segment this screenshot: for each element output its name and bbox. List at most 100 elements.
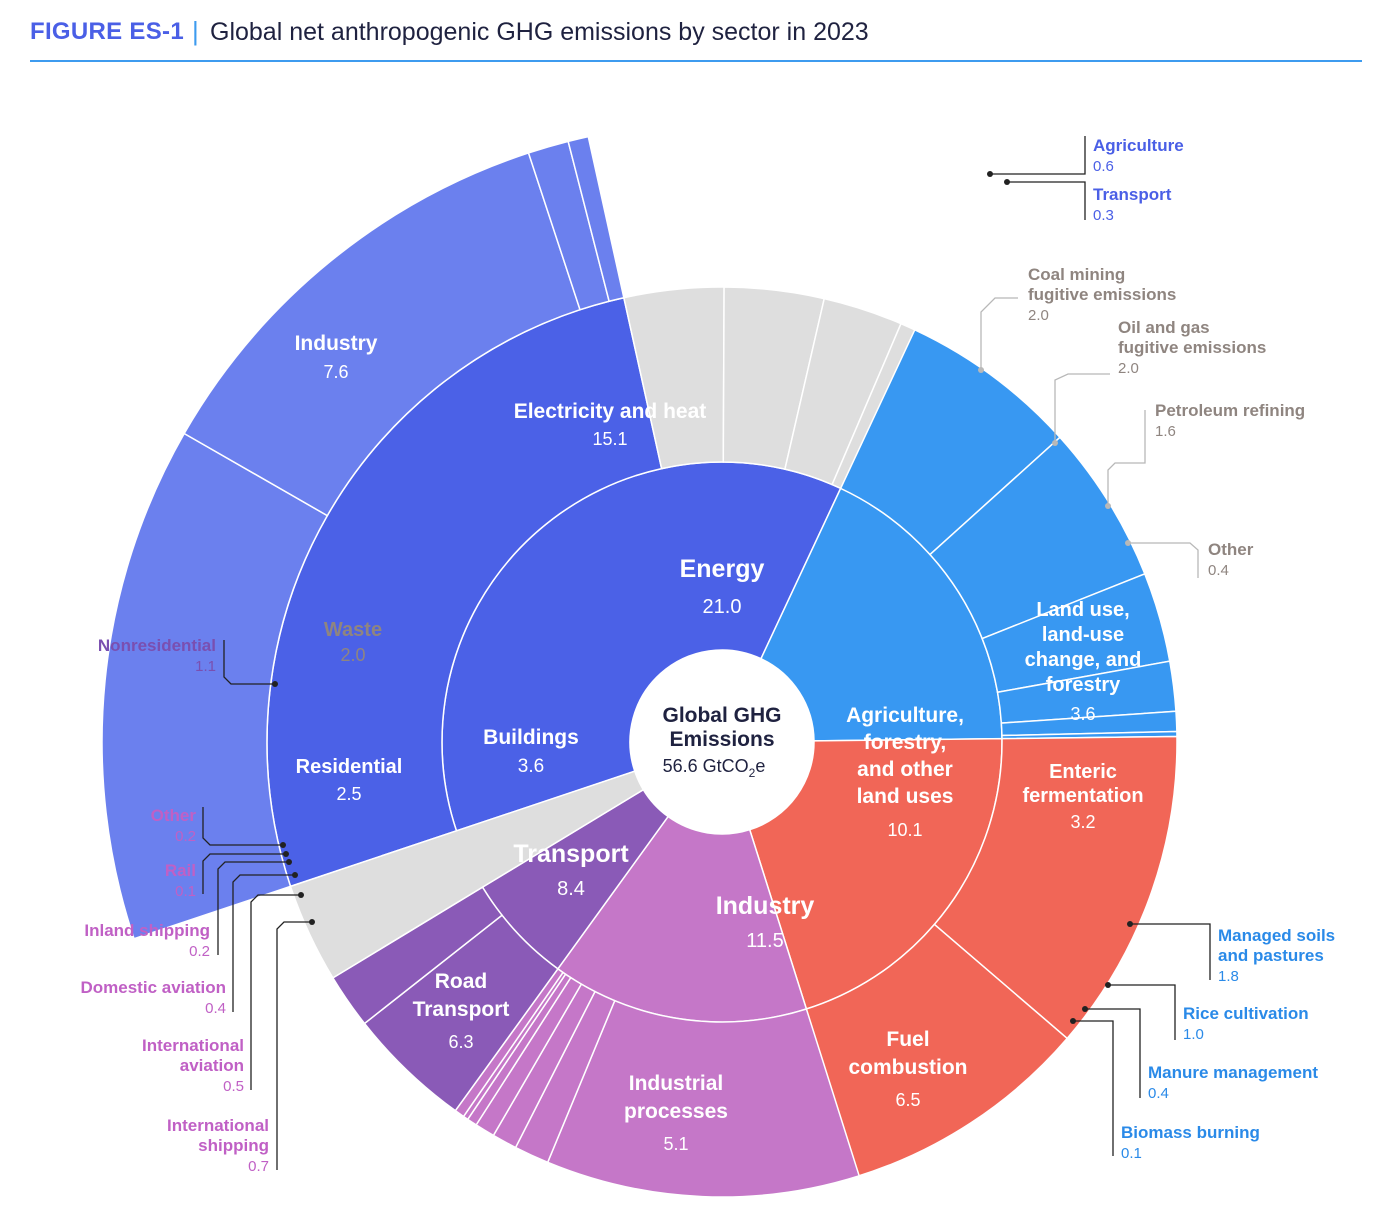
label-lulucf-line4: forestry: [1046, 674, 1121, 696]
label-buildings-line1: Buildings: [483, 726, 579, 749]
label-oilgas-line2: fugitive emissions: [1118, 338, 1266, 357]
label-elec-industry-value: 7.6: [323, 362, 348, 382]
label-elec-value: 15.1: [592, 429, 627, 449]
label-afolu-line1: Agriculture,: [846, 704, 964, 727]
leader-dom-aviation-dot: [292, 872, 298, 878]
leader-agriculture-line: [990, 136, 1086, 175]
label-rail-value: 0.1: [175, 883, 196, 900]
leader-inland-dot: [286, 859, 292, 865]
center-total-suffix: e: [755, 756, 765, 776]
label-residential-line1: Residential: [296, 756, 403, 778]
label-enteric-line2: fermentation: [1022, 785, 1143, 807]
label-biomass-line1: Biomass burning: [1121, 1123, 1260, 1142]
leader-intl-aviation-dot: [298, 892, 304, 898]
label-energy-value: 21.0: [703, 596, 742, 618]
label-intl-shipping-line2: shipping: [198, 1136, 269, 1155]
label-fuel-line1: Fuel: [886, 1028, 929, 1051]
label-industry-line1: Industry: [716, 892, 815, 920]
label-lulucf-line1: Land use,: [1036, 599, 1129, 621]
leader-refining-line: [1107, 410, 1146, 506]
label-elec-buildings-line1: Buildings: [654, 181, 750, 204]
leader-rail-line: [202, 853, 286, 894]
label-transport-line1: Transport: [513, 840, 629, 868]
leader-inland-line: [217, 861, 289, 955]
leader-energy-other-line: [1128, 542, 1199, 578]
label-lulucf-line3: change, and: [1025, 649, 1142, 671]
center-total: 56.6 GtCO2e: [663, 756, 766, 780]
label-elec-line1: Electricity and heat: [514, 400, 707, 423]
leader-rail-dot: [283, 851, 289, 857]
label-elec-transport-value: 0.3: [1093, 207, 1114, 224]
label-intl-aviation-line2: aviation: [180, 1056, 244, 1075]
center-title-line1: Global GHG: [662, 704, 781, 727]
label-soils-line1: Managed soils: [1218, 926, 1335, 945]
figure-separator: |: [192, 16, 199, 46]
label-intl-shipping-line1: International: [167, 1116, 269, 1135]
label-fuel-value: 6.5: [895, 1090, 920, 1110]
leader-coal-dot: [978, 367, 984, 373]
leader-coal-line: [980, 297, 1018, 370]
center-total-main: 56.6 GtCO: [663, 756, 749, 776]
label-energy-other-value: 0.4: [1208, 562, 1229, 579]
label-elec-transport-line1: Transport: [1093, 185, 1172, 204]
label-rice-line1: Rice cultivation: [1183, 1004, 1309, 1023]
leader-soils-dot: [1127, 921, 1133, 927]
label-energy-other-line1: Other: [1208, 540, 1254, 559]
leader-intl-shipping-dot: [309, 919, 315, 925]
label-nonresidential-line1: Nonresidential: [98, 636, 216, 655]
label-buildings-value: 3.6: [518, 756, 544, 777]
label-afolu-line3: and other: [857, 758, 953, 781]
label-transport-other-value: 0.2: [175, 828, 196, 845]
label-elec-industry-line1: Industry: [295, 332, 378, 355]
leader-oilgas-line: [1054, 373, 1110, 443]
leader-manure-line: [1085, 1008, 1141, 1098]
leader-soils-line: [1130, 923, 1211, 980]
leader-agriculture-dot: [987, 171, 993, 177]
leader-dom-aviation-line: [232, 874, 295, 1012]
leader-nonresidential-line: [223, 640, 275, 685]
leader-transport-other-dot: [280, 842, 286, 848]
label-enteric-line1: Enteric: [1049, 761, 1117, 783]
label-coal-line2: fugitive emissions: [1028, 285, 1176, 304]
label-biomass-value: 0.1: [1121, 1145, 1142, 1162]
label-energy-line1: Energy: [680, 555, 765, 583]
label-processes-line1: Industrial: [629, 1072, 724, 1095]
label-refining-line1: Petroleum refining: [1155, 401, 1305, 420]
leader-intl-aviation-line: [250, 894, 301, 1090]
label-lulucf-line2: land-use: [1042, 624, 1124, 646]
label-transport-other-line1: Other: [151, 806, 197, 825]
label-road-line1: Road: [435, 970, 488, 993]
label-intl-shipping-value: 0.7: [248, 1158, 269, 1175]
label-rice-value: 1.0: [1183, 1026, 1204, 1043]
leader-transport-other-line: [202, 807, 283, 846]
label-road-line2: Transport: [413, 998, 510, 1021]
label-elec-agriculture-line1: Agriculture: [1093, 136, 1184, 155]
label-rail-line1: Rail: [165, 861, 196, 880]
leader-rice-dot: [1105, 982, 1111, 988]
leader-biomass-dot: [1070, 1018, 1076, 1024]
label-manure-line1: Manure management: [1148, 1063, 1318, 1082]
label-waste-value: 2.0: [340, 645, 365, 665]
label-lulucf-value: 3.6: [1070, 704, 1095, 724]
segment-elec-3: [567, 135, 625, 303]
label-dom-aviation-line1: Domestic aviation: [81, 978, 227, 997]
figure-header: FIGURE ES-1 | Global net anthropogenic G…: [30, 14, 1362, 62]
center-total-subscript: 2: [749, 766, 756, 780]
label-soils-value: 1.8: [1218, 968, 1239, 985]
center-circle: [630, 650, 814, 834]
label-afolu-value: 10.1: [887, 820, 922, 840]
center-title-line2: Emissions: [669, 728, 774, 751]
leader-lines: [202, 136, 1211, 1170]
label-soils-line2: and pastures: [1218, 946, 1324, 965]
leader-intl-shipping-line: [276, 921, 312, 1170]
leader-oilgas-dot: [1052, 440, 1058, 446]
label-road-value: 6.3: [448, 1032, 473, 1052]
label-oilgas-line1: Oil and gas: [1118, 318, 1210, 337]
label-afolu-line4: land uses: [857, 785, 954, 808]
label-dom-aviation-value: 0.4: [205, 1000, 226, 1017]
leader-biomass-line: [1073, 1020, 1114, 1156]
label-enteric-value: 3.2: [1070, 812, 1095, 832]
label-intl-aviation-line1: International: [142, 1036, 244, 1055]
